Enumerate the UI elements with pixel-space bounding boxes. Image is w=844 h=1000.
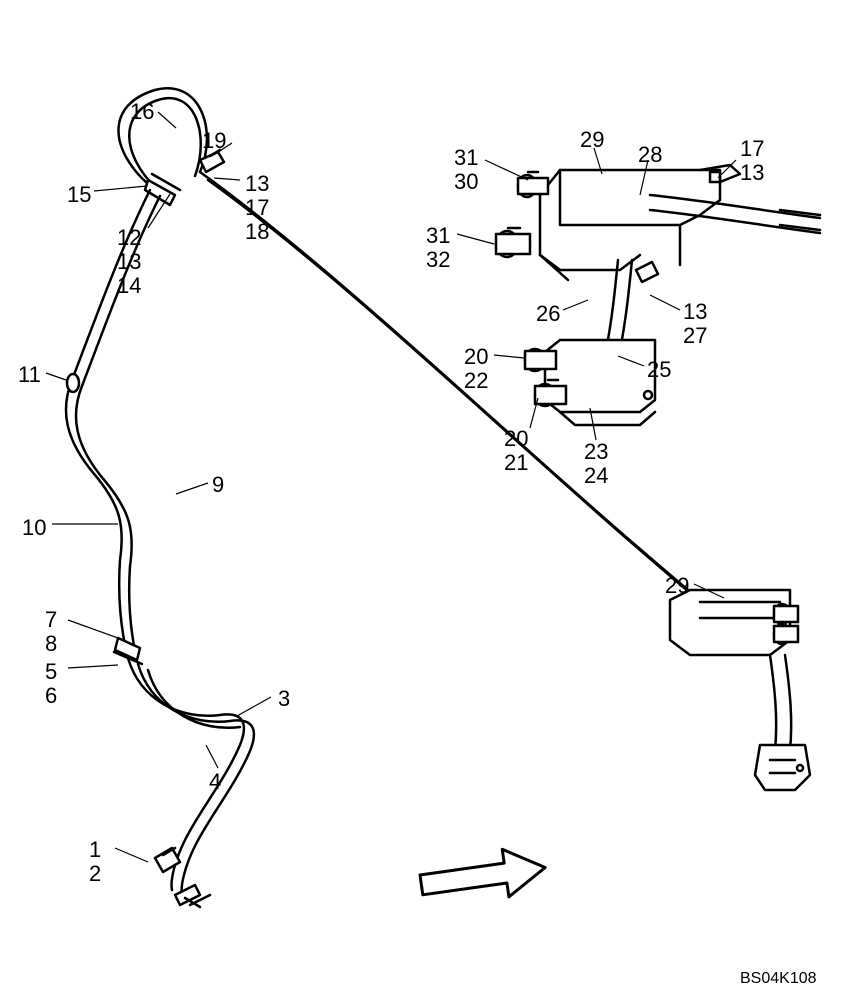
- callout-31-30: 31 30: [454, 146, 478, 194]
- callout-16: 16: [130, 100, 154, 124]
- callout-12-13-14: 12 13 14: [117, 226, 141, 299]
- callout-29b: 29: [665, 574, 689, 598]
- callout-23-24: 23 24: [584, 440, 608, 488]
- callout-5-6: 5 6: [45, 660, 57, 708]
- callout-11: 11: [18, 363, 41, 387]
- callout-29a: 29: [580, 128, 604, 152]
- callout-26: 26: [536, 302, 560, 326]
- callout-17-13: 17 13: [740, 137, 764, 185]
- callout-19: 19: [202, 129, 226, 153]
- document-id: BS04K108: [740, 970, 817, 988]
- callout-9: 9: [212, 473, 224, 497]
- callout-20-22: 20 22: [464, 345, 488, 393]
- callout-13-17-18: 13 17 18: [245, 172, 269, 245]
- callout-7-8: 7 8: [45, 608, 57, 656]
- technical-diagram: [0, 0, 844, 1000]
- callout-31-32: 31 32: [426, 224, 450, 272]
- callout-20-21: 20 21: [504, 427, 528, 475]
- callout-4: 4: [209, 770, 221, 794]
- callout-15: 15: [67, 183, 91, 207]
- callout-3: 3: [278, 687, 290, 711]
- callout-28: 28: [638, 143, 662, 167]
- callout-10: 10: [22, 516, 46, 540]
- callout-1-2: 1 2: [89, 838, 101, 886]
- callout-25: 25: [647, 358, 671, 382]
- callout-13-27: 13 27: [683, 300, 707, 348]
